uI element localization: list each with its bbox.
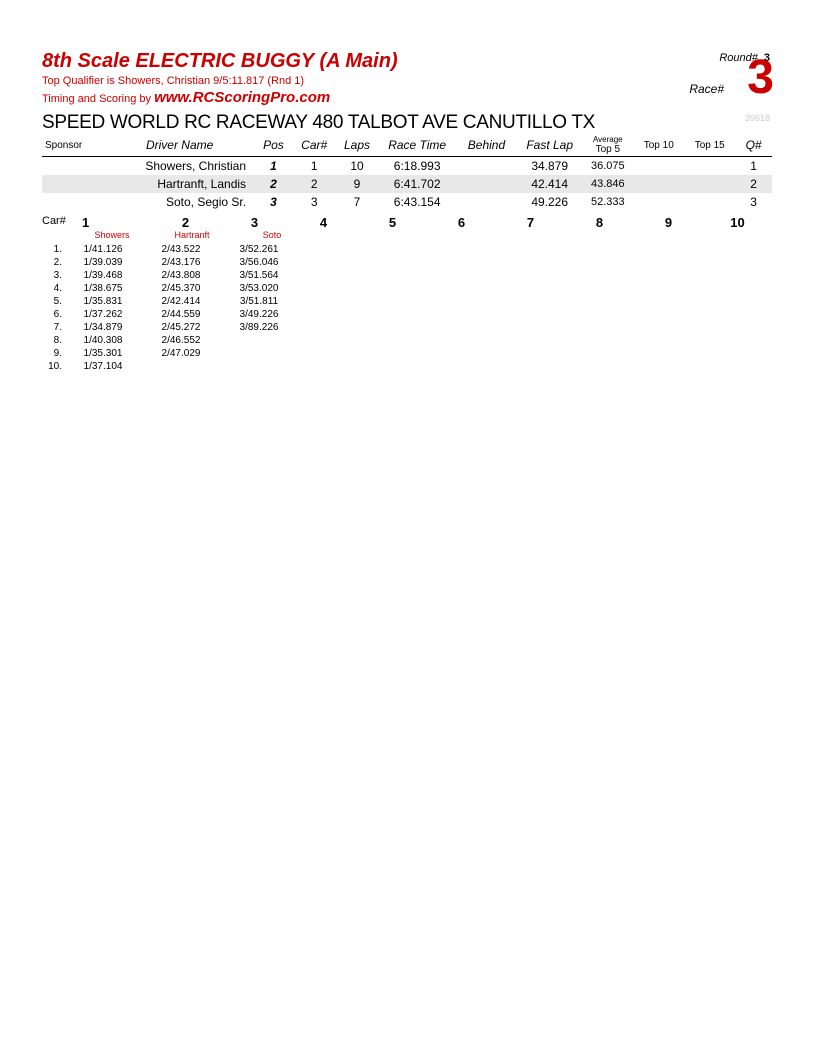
- qualifier-line: Top Qualifier is Showers, Christian 9/5:…: [42, 75, 774, 87]
- results-table: Sponsor Driver Name Pos Car# Laps Race T…: [42, 134, 772, 211]
- lap-driver-name: Soto: [232, 230, 312, 240]
- col-q: Q#: [735, 134, 772, 157]
- track-name: SPEED WORLD RC RACEWAY 480 TALBOT AVE CA…: [42, 112, 774, 134]
- lap-row: 6.1/37.2622/44.5593/49.226: [42, 308, 774, 321]
- lap-driver-name: Hartranft: [152, 230, 232, 240]
- car-number: 1: [72, 215, 151, 230]
- car-number: 4: [289, 215, 358, 230]
- car-number: 9: [634, 215, 703, 230]
- lap-row: 2.1/39.0392/43.1763/56.046: [42, 256, 774, 269]
- car-number: 6: [427, 215, 496, 230]
- col-behind: Behind: [456, 134, 517, 157]
- col-fast: Fast Lap: [517, 134, 582, 157]
- lap-times-block: 1.1/41.1262/43.5223/52.2612.1/39.0392/43…: [42, 243, 774, 373]
- car-number: 3: [220, 215, 289, 230]
- timing-line: Timing and Scoring by www.RCScoringPro.c…: [42, 89, 774, 106]
- car-number: 10: [703, 215, 772, 230]
- table-row: Soto, Segio Sr.3376:43.15449.22652.3333: [42, 193, 772, 211]
- lap-row: 1.1/41.1262/43.5223/52.261: [42, 243, 774, 256]
- lap-row: 5.1/35.8312/42.4143/51.811: [42, 295, 774, 308]
- page-title: 8th Scale ELECTRIC BUGGY (A Main): [42, 50, 774, 73]
- lap-row: 8.1/40.3082/46.552: [42, 334, 774, 347]
- car-number: 8: [565, 215, 634, 230]
- lap-row: 10.1/37.104: [42, 360, 774, 373]
- car-number-row: Car# 12345678910: [42, 215, 772, 230]
- col-sponsor: Sponsor: [42, 134, 105, 157]
- col-top15: Top 15: [684, 134, 735, 157]
- table-row: Showers, Christian11106:18.99334.87936.0…: [42, 157, 772, 176]
- col-car: Car#: [293, 134, 336, 157]
- table-row: Hartranft, Landis2296:41.70242.41443.846…: [42, 175, 772, 193]
- lap-row: 7.1/34.8792/45.2723/89.226: [42, 321, 774, 334]
- col-top5: AverageTop 5: [582, 134, 633, 157]
- col-top10: Top 10: [633, 134, 684, 157]
- car-number: 5: [358, 215, 427, 230]
- col-pos: Pos: [254, 134, 293, 157]
- col-time: Race Time: [378, 134, 455, 157]
- lap-driver-name: Showers: [72, 230, 152, 240]
- lap-row: 9.1/35.3012/47.029: [42, 347, 774, 360]
- col-driver: Driver Name: [105, 134, 254, 157]
- lap-row: 3.1/39.4682/43.8083/51.564: [42, 269, 774, 282]
- col-laps: Laps: [336, 134, 379, 157]
- lap-names-row: ShowersHartranftSoto: [72, 230, 372, 240]
- car-number: 2: [151, 215, 220, 230]
- car-number: 7: [496, 215, 565, 230]
- lap-row: 4.1/38.6752/45.3703/53.020: [42, 282, 774, 295]
